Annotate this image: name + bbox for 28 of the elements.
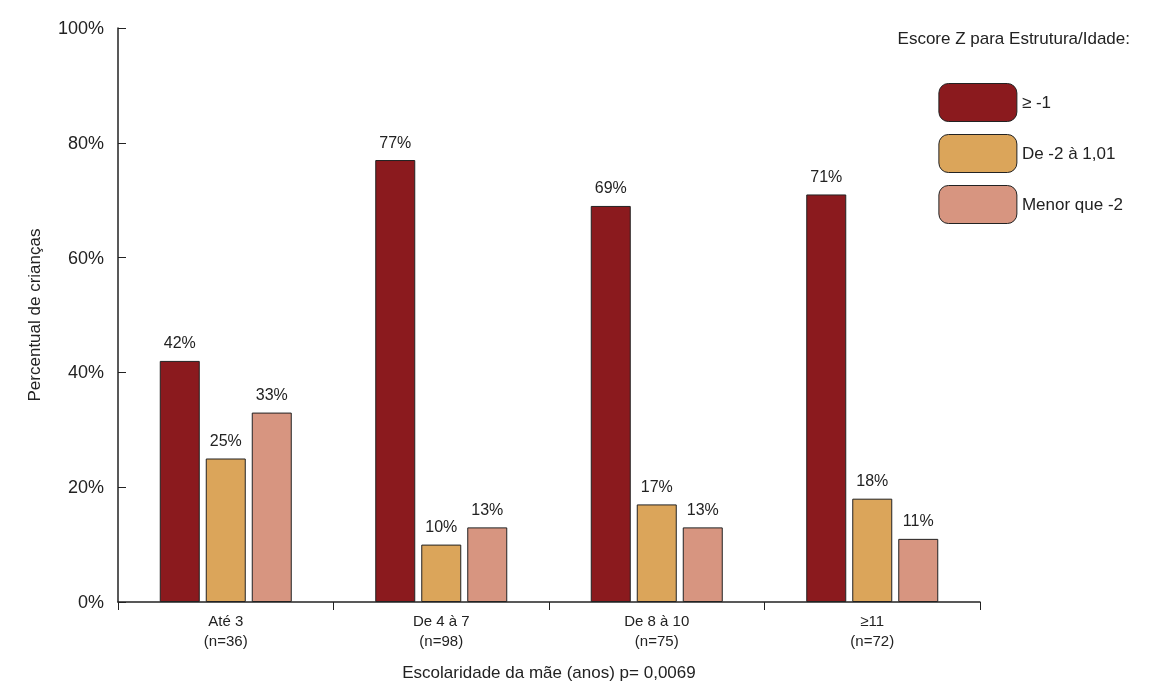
- data-label: 10%: [425, 518, 458, 536]
- data-label: 25%: [209, 432, 242, 449]
- y-tick-label: 60%: [67, 247, 104, 268]
- y-tick-label: 0%: [77, 592, 104, 612]
- x-tick-label: ≥11 (n=72): [850, 611, 895, 649]
- x-axis-title: Escolaridade da mãe (anos) p= 0,0069: [402, 663, 696, 682]
- y-axis-title: Percentual de crianças: [25, 228, 44, 402]
- data-label: 69%: [594, 179, 627, 197]
- legend-title: Escore Z para Estrutura/Idade:: [897, 29, 1131, 48]
- data-label: 11%: [902, 512, 934, 530]
- y-tick-label: 100%: [57, 18, 104, 38]
- data-label: 77%: [379, 133, 412, 151]
- data-label: 13%: [471, 500, 504, 518]
- data-label: 13%: [686, 500, 719, 518]
- data-label: 17%: [640, 477, 673, 495]
- y-tick-label: 80%: [67, 132, 104, 153]
- legend-label: ≥ -1: [1021, 93, 1052, 112]
- x-tick-label: De 8 à 10 (n=75): [624, 611, 690, 649]
- data-label: 71%: [810, 167, 843, 185]
- legend-label: De -2 à 1,01: [1021, 144, 1116, 163]
- legend-label: Menor que -2: [1021, 195, 1124, 214]
- x-tick-label: Até 3 (n=36): [203, 611, 248, 649]
- y-tick-label: 20%: [67, 477, 104, 498]
- data-label: 18%: [856, 472, 889, 490]
- data-label: 42%: [163, 334, 196, 352]
- y-tick-label: 40%: [67, 362, 104, 383]
- x-tick-label: De 4 à 7 (n=98): [412, 611, 470, 649]
- data-label: 33%: [255, 386, 288, 404]
